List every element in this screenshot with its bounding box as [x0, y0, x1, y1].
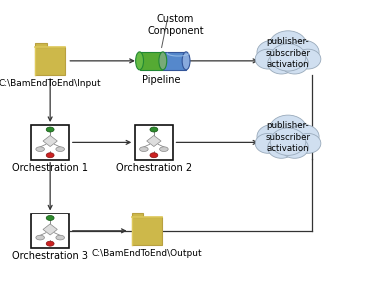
Ellipse shape — [150, 127, 158, 132]
Ellipse shape — [160, 147, 168, 151]
Text: publisher-
subscriber
activation: publisher- subscriber activation — [265, 37, 311, 69]
Ellipse shape — [36, 147, 45, 151]
Circle shape — [269, 31, 307, 60]
Text: C:\BamEndToEnd\Input: C:\BamEndToEnd\Input — [0, 79, 101, 88]
Circle shape — [268, 53, 295, 74]
Ellipse shape — [46, 241, 54, 246]
Circle shape — [281, 53, 308, 74]
Ellipse shape — [136, 52, 143, 70]
Text: Orchestration 2: Orchestration 2 — [116, 162, 192, 173]
Text: Orchestration 3: Orchestration 3 — [12, 251, 88, 261]
Ellipse shape — [46, 153, 54, 158]
Circle shape — [255, 49, 281, 69]
Bar — [31, 125, 69, 160]
Bar — [32, 126, 68, 159]
Bar — [139, 52, 163, 70]
Circle shape — [255, 133, 281, 153]
Bar — [163, 52, 186, 70]
Polygon shape — [43, 224, 57, 235]
Polygon shape — [131, 217, 162, 245]
Ellipse shape — [159, 52, 167, 70]
Polygon shape — [131, 213, 143, 217]
Ellipse shape — [150, 153, 158, 158]
Bar — [31, 213, 69, 248]
Text: C:\BamEndToEnd\Output: C:\BamEndToEnd\Output — [91, 249, 202, 258]
Circle shape — [288, 125, 319, 149]
Circle shape — [257, 40, 288, 64]
Ellipse shape — [46, 127, 54, 132]
Circle shape — [270, 128, 306, 155]
Polygon shape — [35, 47, 65, 75]
Ellipse shape — [46, 215, 54, 221]
Ellipse shape — [36, 235, 45, 240]
Polygon shape — [147, 135, 161, 147]
Ellipse shape — [139, 147, 148, 151]
Circle shape — [281, 137, 308, 158]
Circle shape — [269, 115, 307, 144]
Circle shape — [257, 125, 288, 149]
Circle shape — [295, 133, 321, 153]
Circle shape — [288, 40, 319, 64]
Ellipse shape — [182, 52, 190, 70]
Polygon shape — [35, 43, 46, 47]
Circle shape — [268, 137, 295, 158]
Polygon shape — [43, 135, 57, 147]
Bar — [136, 126, 172, 159]
Circle shape — [270, 44, 306, 71]
Text: Pipeline: Pipeline — [142, 75, 180, 85]
Circle shape — [295, 49, 321, 69]
Text: Orchestration 1: Orchestration 1 — [12, 162, 88, 173]
Bar — [32, 214, 68, 247]
Ellipse shape — [56, 147, 65, 151]
Text: Custom
Component: Custom Component — [147, 14, 204, 36]
Text: publisher-
subscriber
activation: publisher- subscriber activation — [265, 122, 311, 153]
Ellipse shape — [56, 235, 65, 240]
Bar — [135, 125, 173, 160]
